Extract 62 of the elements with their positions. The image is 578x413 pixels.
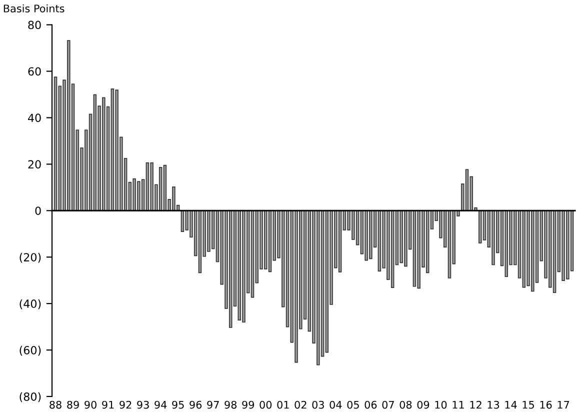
x-tick-label: 16 — [540, 400, 552, 409]
bar — [54, 76, 58, 212]
x-tick-label: 88 — [50, 400, 62, 409]
bar — [93, 94, 97, 212]
x-tick-label: 11 — [452, 400, 464, 409]
x-tick-label: 92 — [120, 400, 132, 409]
bar — [110, 88, 114, 212]
bar — [158, 167, 162, 212]
y-tick-label: (20) — [20, 252, 41, 263]
x-tick-label: 14 — [505, 400, 517, 409]
x-tick-label: 15 — [522, 400, 534, 409]
x-tick-label: 96 — [190, 400, 202, 409]
bar — [552, 210, 556, 294]
y-tick-label: 40 — [28, 114, 41, 122]
x-tick-label: 13 — [488, 400, 500, 409]
bar — [426, 210, 430, 274]
bar — [522, 210, 526, 288]
bar — [163, 164, 167, 212]
bar — [390, 210, 394, 288]
x-tick-label: 97 — [207, 400, 219, 409]
x-tick-label: 02 — [294, 400, 306, 409]
y-tick-label: (40) — [20, 299, 41, 310]
x-tick-label: 93 — [137, 400, 149, 409]
x-tick-label: 08 — [400, 400, 412, 409]
x-tick-label: 05 — [347, 400, 359, 409]
bar — [478, 210, 482, 244]
x-tick-label: 90 — [84, 400, 96, 409]
x-tick-label: 17 — [558, 400, 570, 409]
bar — [378, 210, 382, 272]
bar — [198, 210, 202, 274]
x-tick-label: 91 — [102, 400, 114, 409]
x-tick-label: 99 — [242, 400, 254, 409]
bar — [146, 162, 150, 212]
y-tick-label: 60 — [28, 67, 41, 76]
x-tick-label: 94 — [154, 400, 167, 409]
x-tick-label: 12 — [470, 400, 482, 409]
y-tick-label: 0 — [35, 206, 41, 216]
bar — [412, 210, 416, 287]
y-tick-label: (80) — [20, 392, 41, 402]
y-tick-label: (60) — [20, 346, 41, 356]
bar — [448, 210, 452, 278]
x-tick-label: 00 — [260, 400, 272, 409]
y-axis-title: Basis Points — [4, 4, 64, 12]
bar — [465, 169, 469, 212]
x-tick-label: 10 — [435, 400, 447, 409]
x-tick-label: 03 — [312, 400, 324, 409]
bar — [325, 210, 329, 353]
bar — [228, 210, 232, 328]
x-tick-label: 07 — [382, 400, 394, 409]
x-tick-label: 04 — [330, 400, 342, 409]
x-tick-label: 95 — [172, 400, 184, 409]
x-tick-label: 01 — [277, 400, 289, 409]
x-tick-label: 09 — [417, 400, 430, 409]
bar — [268, 210, 272, 272]
y-tick-label: 80 — [28, 20, 41, 30]
x-tick-label: 89 — [67, 400, 79, 409]
x-tick-label: 06 — [364, 400, 377, 409]
bar — [250, 210, 254, 298]
bar — [338, 210, 342, 272]
bar — [504, 210, 508, 278]
y-tick-label: 20 — [28, 160, 41, 169]
x-tick-label: 98 — [224, 400, 237, 409]
